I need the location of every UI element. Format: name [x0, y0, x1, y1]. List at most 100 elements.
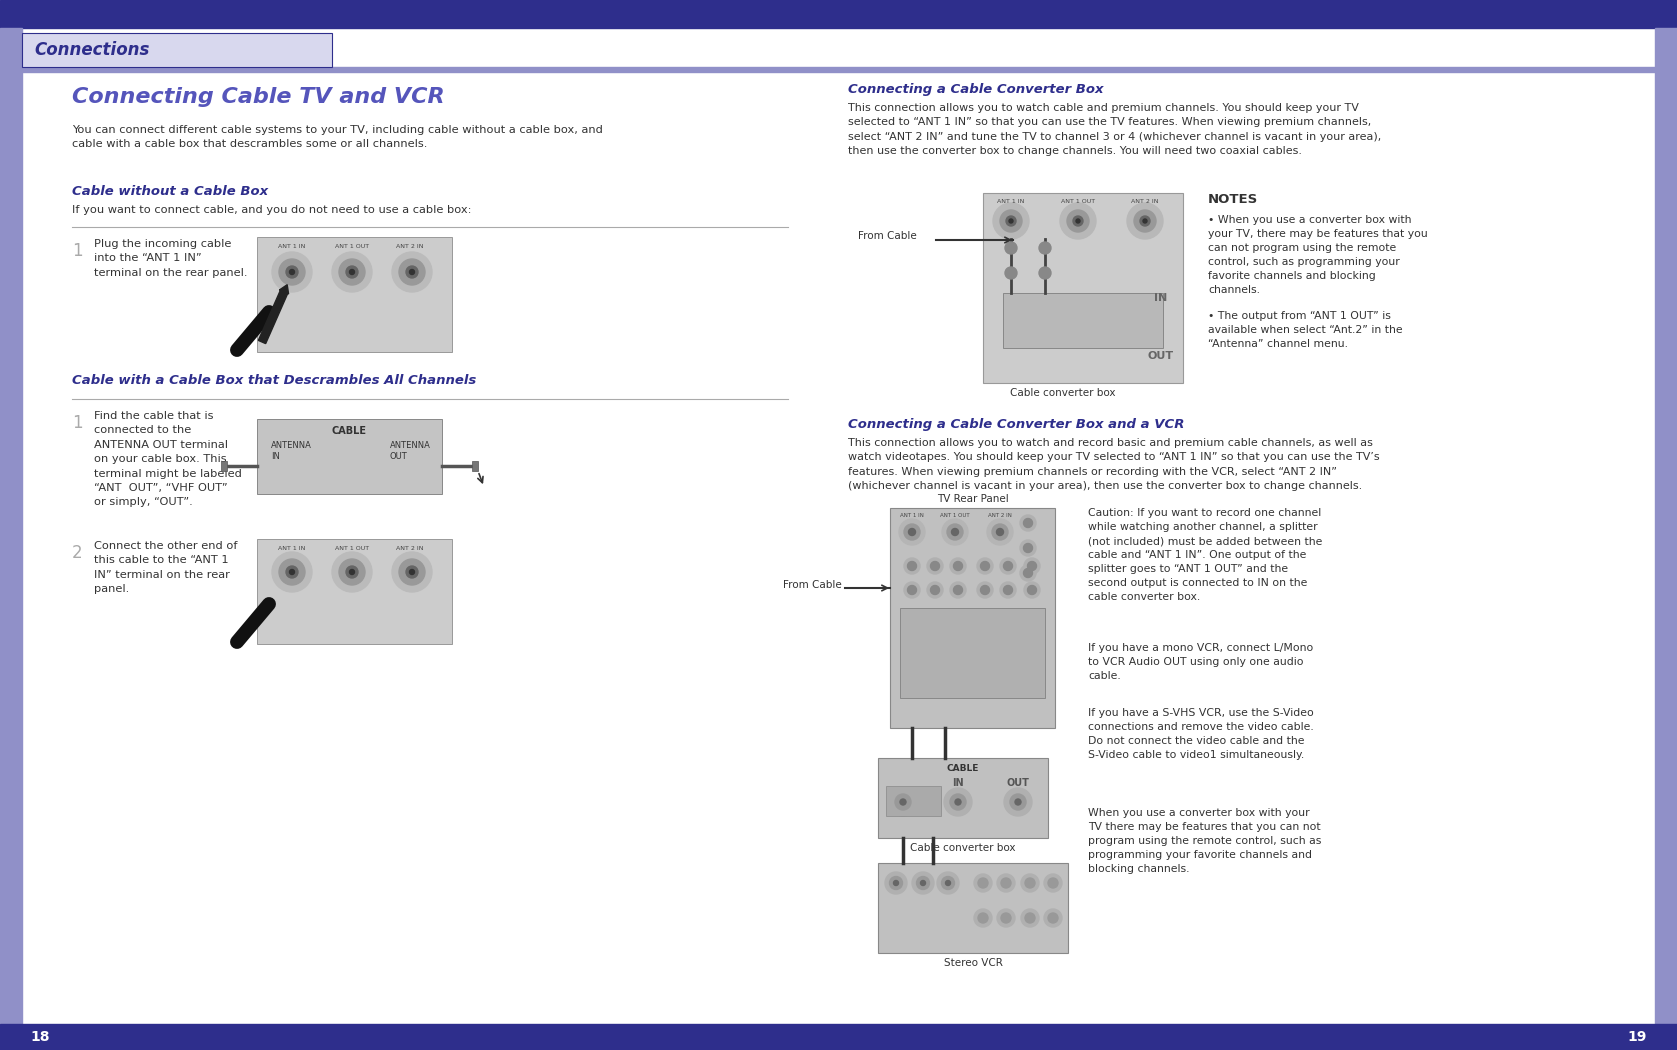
Circle shape: [981, 562, 989, 570]
Circle shape: [907, 586, 917, 594]
Circle shape: [904, 582, 921, 598]
Bar: [22, 33, 332, 67]
Text: Connecting a Cable Converter Box: Connecting a Cable Converter Box: [849, 83, 1103, 96]
Circle shape: [941, 877, 954, 889]
Text: If you have a S-VHS VCR, use the S-Video
connections and remove the video cable.: If you have a S-VHS VCR, use the S-Video…: [1088, 708, 1313, 760]
Text: NOTES: NOTES: [1207, 193, 1258, 206]
Circle shape: [278, 559, 305, 585]
Text: From Cable: From Cable: [783, 580, 842, 590]
Bar: [257, 237, 453, 352]
Circle shape: [954, 586, 963, 594]
Circle shape: [954, 562, 963, 570]
Circle shape: [1005, 267, 1016, 279]
Text: 18: 18: [30, 1030, 50, 1044]
Text: ANT 1 IN: ANT 1 IN: [278, 546, 305, 551]
Text: If you have a mono VCR, connect L/Mono
to VCR Audio OUT using only one audio
cab: If you have a mono VCR, connect L/Mono t…: [1088, 643, 1313, 681]
Text: OUT: OUT: [1006, 778, 1030, 788]
Circle shape: [345, 566, 357, 578]
Circle shape: [409, 569, 414, 574]
Circle shape: [1005, 242, 1016, 254]
Circle shape: [332, 552, 372, 592]
Circle shape: [392, 252, 433, 292]
Text: This connection allows you to watch cable and premium channels. You should keep : This connection allows you to watch cabl…: [849, 103, 1382, 156]
Text: Plug the incoming cable
into the “ANT 1 IN”
terminal on the rear panel.: Plug the incoming cable into the “ANT 1 …: [94, 239, 248, 278]
Circle shape: [949, 794, 966, 810]
Circle shape: [1045, 909, 1062, 927]
Circle shape: [899, 519, 926, 545]
Circle shape: [896, 794, 911, 810]
Text: Cable without a Cable Box: Cable without a Cable Box: [72, 185, 268, 198]
Bar: [221, 461, 226, 471]
FancyArrow shape: [258, 285, 288, 343]
Bar: [257, 539, 453, 644]
Circle shape: [921, 881, 926, 885]
Circle shape: [978, 914, 988, 923]
Circle shape: [999, 582, 1016, 598]
Text: ANT 1 OUT: ANT 1 OUT: [335, 244, 369, 249]
Circle shape: [1060, 203, 1097, 239]
Circle shape: [1001, 914, 1011, 923]
Circle shape: [1010, 219, 1013, 223]
Circle shape: [948, 524, 963, 540]
Circle shape: [1144, 219, 1147, 223]
Circle shape: [974, 909, 993, 927]
Text: This connection allows you to watch and record basic and premium cable channels,: This connection allows you to watch and …: [849, 438, 1380, 491]
Text: ANT 2 IN: ANT 2 IN: [396, 546, 424, 551]
Circle shape: [999, 558, 1016, 574]
Circle shape: [954, 799, 961, 805]
Circle shape: [287, 266, 299, 278]
Circle shape: [931, 586, 939, 594]
Circle shape: [287, 566, 299, 578]
Text: ANT 1 OUT: ANT 1 OUT: [335, 546, 369, 551]
Text: ANT 1 OUT: ANT 1 OUT: [941, 513, 969, 518]
Circle shape: [1020, 540, 1036, 557]
Circle shape: [345, 266, 357, 278]
Circle shape: [931, 562, 939, 570]
Circle shape: [1023, 568, 1033, 578]
Circle shape: [978, 878, 988, 888]
Circle shape: [937, 872, 959, 894]
Circle shape: [1073, 216, 1083, 226]
Text: Connections: Connections: [34, 41, 149, 59]
Circle shape: [944, 788, 973, 816]
Bar: [257, 419, 443, 494]
Circle shape: [1023, 544, 1033, 552]
Text: IN: IN: [1154, 293, 1167, 303]
Circle shape: [1020, 514, 1036, 531]
Circle shape: [1028, 562, 1036, 570]
Text: 1: 1: [72, 242, 82, 260]
Text: ANT 1 IN: ANT 1 IN: [901, 513, 924, 518]
Circle shape: [349, 270, 354, 274]
Text: ANT 2 IN: ANT 2 IN: [988, 513, 1011, 518]
Bar: [0, 67, 1677, 72]
Circle shape: [399, 259, 424, 285]
Circle shape: [1010, 794, 1026, 810]
Circle shape: [1025, 878, 1035, 888]
Text: • The output from “ANT 1 OUT” is
available when select “Ant.2” in the
“Antenna” : • The output from “ANT 1 OUT” is availab…: [1207, 311, 1402, 349]
Circle shape: [290, 569, 295, 574]
Circle shape: [1023, 519, 1033, 527]
Text: ANT 1 OUT: ANT 1 OUT: [1062, 200, 1095, 204]
Text: Connect the other end of
this cable to the “ANT 1
IN” terminal on the rear
panel: Connect the other end of this cable to t…: [94, 541, 238, 594]
Circle shape: [1048, 878, 1058, 888]
Circle shape: [951, 528, 959, 536]
Text: ANT 1 IN: ANT 1 IN: [998, 200, 1025, 204]
Text: ANTENNA
OUT: ANTENNA OUT: [391, 441, 431, 461]
Text: OUT: OUT: [1149, 351, 1174, 361]
Text: Cable with a Cable Box that Descrambles All Channels: Cable with a Cable Box that Descrambles …: [72, 374, 476, 387]
Text: Caution: If you want to record one channel
while watching another channel, a spl: Caution: If you want to record one chann…: [1088, 508, 1323, 602]
Circle shape: [1040, 242, 1051, 254]
Circle shape: [290, 270, 295, 274]
Text: You can connect different cable systems to your TV, including cable without a ca: You can connect different cable systems …: [72, 125, 602, 149]
Text: 1: 1: [72, 414, 82, 432]
Circle shape: [1028, 586, 1036, 594]
Circle shape: [1045, 874, 1062, 892]
Circle shape: [978, 582, 993, 598]
Circle shape: [894, 881, 899, 885]
Circle shape: [927, 558, 942, 574]
Circle shape: [272, 552, 312, 592]
Circle shape: [993, 203, 1030, 239]
Circle shape: [988, 519, 1013, 545]
Circle shape: [1006, 216, 1016, 226]
Circle shape: [1134, 210, 1155, 232]
